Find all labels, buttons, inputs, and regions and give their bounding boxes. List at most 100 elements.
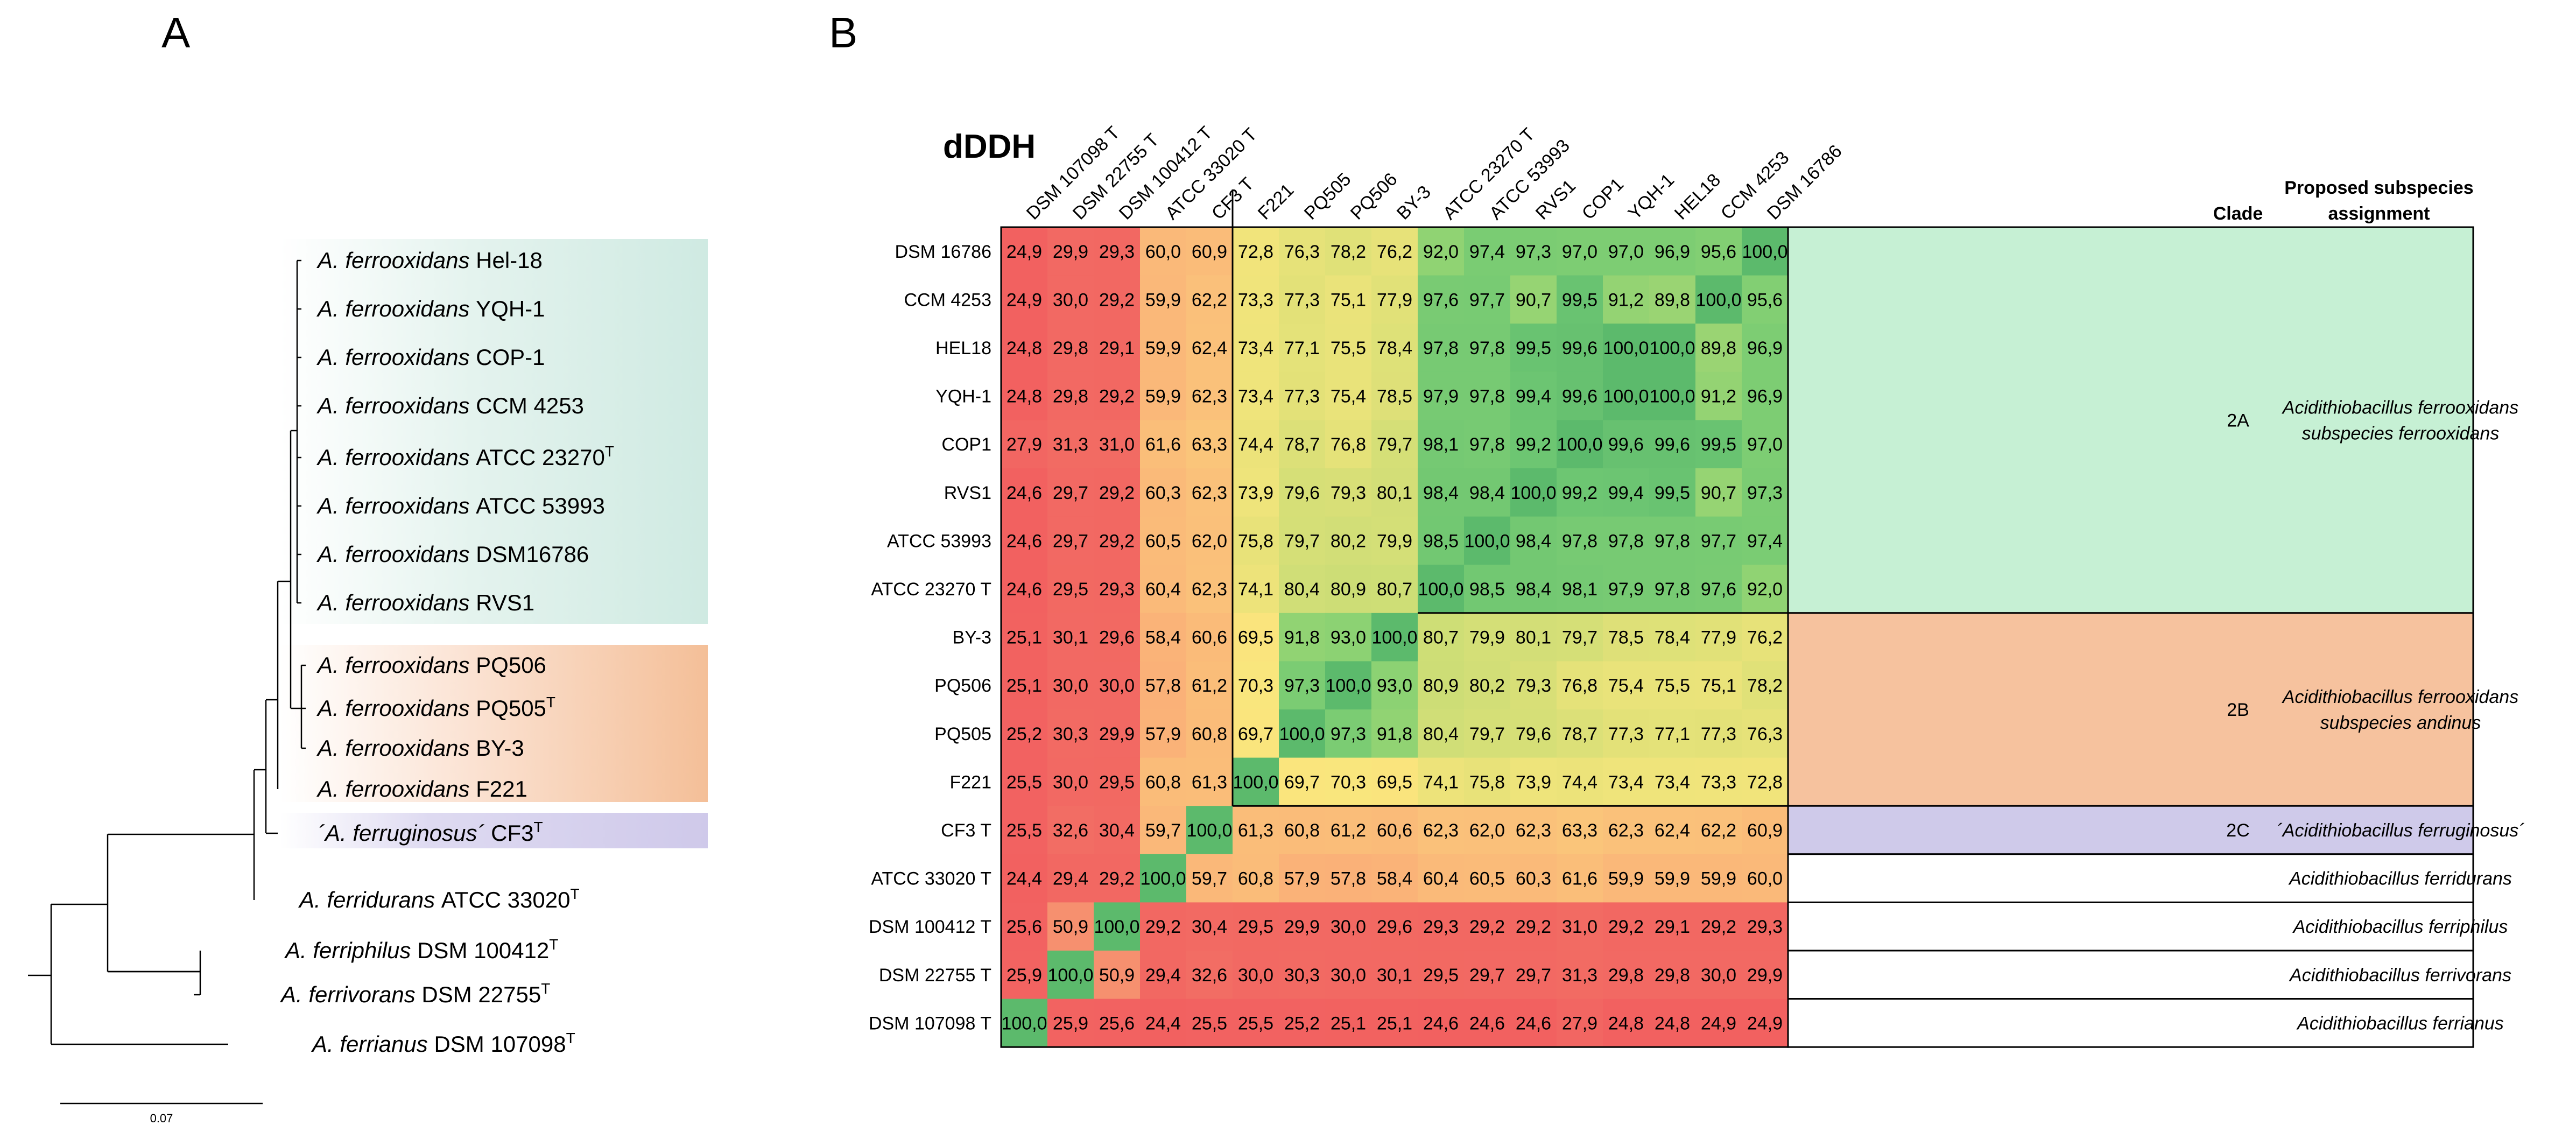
heatmap-cell bbox=[1371, 613, 1418, 662]
heatmap-cell-value: 79,3 bbox=[1331, 483, 1366, 503]
heatmap-cell-value: 79,7 bbox=[1562, 628, 1597, 648]
heatmap-cell-value: 25,9 bbox=[1007, 965, 1042, 986]
heatmap-cell-value: 25,1 bbox=[1377, 1013, 1412, 1033]
heatmap-cell bbox=[1742, 999, 1789, 1047]
tree-leaf-label: ´A. ferruginosus´ CF3T bbox=[318, 819, 543, 846]
heatmap-cell bbox=[1233, 757, 1279, 806]
heatmap-cell bbox=[1649, 902, 1696, 951]
heatmap-cell-value: 62,0 bbox=[1192, 531, 1227, 551]
heatmap-cell-value: 24,8 bbox=[1608, 1013, 1644, 1033]
heatmap-cell bbox=[1695, 999, 1742, 1047]
heatmap-cell bbox=[1418, 275, 1465, 324]
heatmap-cell bbox=[1418, 806, 1465, 855]
heatmap-cell-value: 30,3 bbox=[1284, 965, 1320, 986]
heatmap-cell-value: 93,0 bbox=[1377, 676, 1412, 696]
heatmap-column-label: BY-3 bbox=[1393, 182, 1435, 224]
heatmap-cell-value: 100,0 bbox=[1418, 579, 1463, 600]
heatmap-cell-value: 30,0 bbox=[1053, 676, 1088, 696]
heatmap-cell bbox=[1047, 951, 1094, 1000]
heatmap-cell bbox=[1557, 902, 1603, 951]
heatmap-cell-value: 78,5 bbox=[1608, 628, 1644, 648]
tree-leaf-label: A. ferriphilus DSM 100412T bbox=[284, 936, 558, 963]
heatmap-cell bbox=[1279, 468, 1326, 517]
heatmap-cell bbox=[1742, 275, 1789, 324]
heatmap-cell bbox=[1233, 565, 1279, 614]
heatmap-cell bbox=[1094, 275, 1141, 324]
heatmap-cell-value: 98,4 bbox=[1423, 483, 1459, 503]
heatmap-cell-value: 90,7 bbox=[1701, 483, 1736, 503]
heatmap-cell bbox=[1001, 951, 1048, 1000]
heatmap-cell bbox=[1649, 951, 1696, 1000]
heatmap-cell-value: 100,0 bbox=[1603, 338, 1649, 358]
heatmap-cell bbox=[1557, 371, 1603, 420]
heatmap-cell-value: 31,0 bbox=[1099, 434, 1135, 455]
heatmap-cell bbox=[1325, 420, 1372, 469]
heatmap-cell bbox=[1557, 951, 1603, 1000]
heatmap-cell-value: 75,5 bbox=[1331, 338, 1366, 358]
heatmap-cell-value: 99,2 bbox=[1516, 434, 1551, 455]
clade-2c-highlight bbox=[280, 813, 708, 848]
heatmap-cell-value: 57,9 bbox=[1145, 724, 1181, 744]
heatmap-cell bbox=[1325, 757, 1372, 806]
heatmap-cell bbox=[1695, 661, 1742, 710]
heatmap-cell-value: 29,5 bbox=[1423, 965, 1459, 986]
heatmap-row-label: DSM 22755 T bbox=[879, 965, 991, 986]
heatmap-cell bbox=[1094, 951, 1141, 1000]
heatmap-cell bbox=[1186, 227, 1233, 276]
heatmap-cell bbox=[1001, 324, 1048, 372]
heatmap-cell bbox=[1464, 371, 1511, 420]
heatmap-cell bbox=[1001, 806, 1048, 855]
heatmap-cell-value: 62,3 bbox=[1192, 579, 1227, 600]
heatmap-cell-value: 25,9 bbox=[1053, 1013, 1088, 1033]
heatmap-cell-value: 69,7 bbox=[1284, 772, 1320, 792]
heatmap-cell-value: 62,3 bbox=[1192, 483, 1227, 503]
heatmap-column-label: PQ505 bbox=[1300, 169, 1355, 224]
heatmap-cell-value: 61,2 bbox=[1192, 676, 1227, 696]
heatmap-cell-value: 29,1 bbox=[1655, 917, 1690, 937]
heatmap-cell bbox=[1001, 709, 1048, 758]
heatmap-cell-value: 75,8 bbox=[1238, 531, 1273, 551]
heatmap-cell bbox=[1186, 951, 1233, 1000]
heatmap-cell bbox=[1047, 565, 1094, 614]
heatmap-cell bbox=[1603, 613, 1650, 662]
heatmap-row-label: DSM 100412 T bbox=[869, 917, 991, 937]
heatmap-cell-value: 62,2 bbox=[1701, 820, 1736, 841]
heatmap-cell bbox=[1742, 227, 1789, 276]
heatmap-cell bbox=[1418, 661, 1465, 710]
heatmap-cell bbox=[1510, 516, 1557, 565]
heatmap-cell bbox=[1695, 227, 1742, 276]
heatmap-cell-value: 24,8 bbox=[1007, 338, 1042, 358]
heatmap-cell-value: 25,6 bbox=[1099, 1013, 1135, 1033]
heatmap-cell bbox=[1557, 468, 1603, 517]
heatmap-cell-value: 91,8 bbox=[1377, 724, 1412, 744]
heatmap-cell bbox=[1279, 516, 1326, 565]
heatmap-cell bbox=[1464, 709, 1511, 758]
heatmap-cell-value: 29,1 bbox=[1099, 338, 1135, 358]
heatmap-cell-value: 60,6 bbox=[1192, 628, 1227, 648]
heatmap-cell bbox=[1418, 709, 1465, 758]
heatmap-cell-value: 79,7 bbox=[1469, 724, 1505, 744]
heatmap-cell-value: 29,5 bbox=[1053, 579, 1088, 600]
heatmap-cell bbox=[1371, 324, 1418, 372]
heatmap-cell-value: 24,6 bbox=[1516, 1013, 1551, 1033]
assignment-row bbox=[1787, 950, 2474, 1000]
heatmap-cell bbox=[1140, 902, 1187, 951]
heatmap-cell-value: 29,9 bbox=[1053, 242, 1088, 262]
heatmap-cell-value: 60,8 bbox=[1238, 869, 1273, 889]
heatmap-cell bbox=[1464, 468, 1511, 517]
heatmap-cell-value: 77,9 bbox=[1701, 628, 1736, 648]
assignment-row bbox=[1787, 612, 2474, 807]
heatmap-cell-value: 70,3 bbox=[1331, 772, 1366, 792]
heatmap-cell bbox=[1649, 565, 1696, 614]
heatmap-cell-value: 79,6 bbox=[1284, 483, 1320, 503]
heatmap-cell bbox=[1233, 371, 1279, 420]
heatmap-column-label: COP1 bbox=[1578, 174, 1628, 223]
heatmap-row-label: BY-3 bbox=[953, 628, 991, 648]
heatmap-cell bbox=[1603, 661, 1650, 710]
heatmap-cell bbox=[1047, 854, 1094, 903]
heatmap-cell-value: 24,6 bbox=[1423, 1013, 1459, 1033]
heatmap-cell-value: 24,9 bbox=[1007, 290, 1042, 310]
heatmap-cell bbox=[1371, 275, 1418, 324]
heatmap-cell bbox=[1418, 854, 1465, 903]
heatmap-cell-value: 30,4 bbox=[1099, 820, 1135, 841]
